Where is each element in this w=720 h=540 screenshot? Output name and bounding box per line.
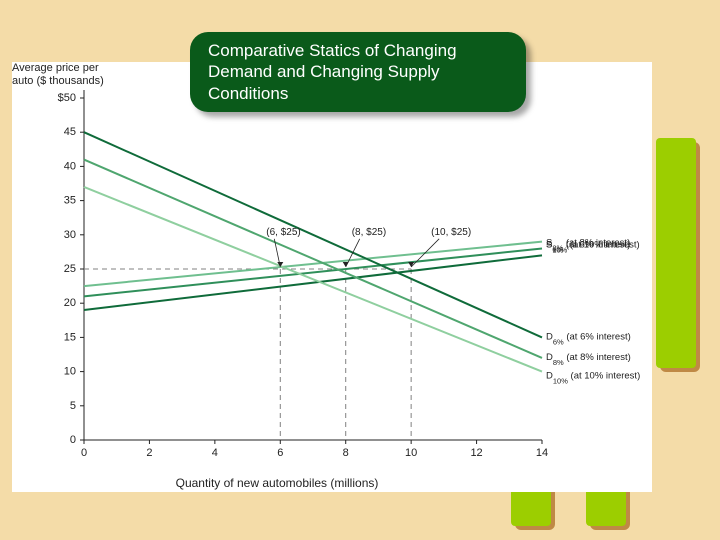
legend-S6: S6% (at 6% interest) [546, 240, 630, 255]
chart-title: Comparative Statics of Changing Demand a… [190, 32, 526, 112]
svg-text:12: 12 [470, 447, 482, 459]
legend-D6: D6% (at 6% interest) [546, 331, 631, 346]
svg-text:20: 20 [64, 297, 76, 309]
legend-D8: D8% (at 8% interest) [546, 352, 631, 367]
svg-text:35: 35 [64, 195, 76, 207]
series-D8 [84, 160, 542, 358]
svg-text:8: 8 [343, 447, 349, 459]
legend-D10: D10% (at 10% interest) [546, 370, 640, 385]
svg-text:5: 5 [70, 400, 76, 412]
svg-text:4: 4 [212, 447, 218, 459]
svg-text:30: 30 [64, 229, 76, 241]
deco-lime-1 [656, 138, 696, 368]
svg-text:14: 14 [536, 447, 548, 459]
callout-0: (6, $25) [266, 227, 300, 238]
svg-text:6: 6 [277, 447, 283, 459]
svg-text:15: 15 [64, 331, 76, 343]
callout-1: (8, $25) [352, 227, 386, 238]
svg-text:45: 45 [64, 126, 76, 138]
svg-text:10: 10 [405, 447, 417, 459]
svg-text:25: 25 [64, 263, 76, 275]
svg-text:$50: $50 [58, 92, 76, 104]
svg-text:0: 0 [81, 447, 87, 459]
callout-2: (10, $25) [431, 227, 471, 238]
series-S8 [84, 248, 542, 296]
chart-panel: Average price per auto ($ thousands) Qua… [12, 62, 652, 492]
chart-svg: 051015202530354045$5002468101214S10% (at… [12, 62, 652, 492]
svg-text:10: 10 [64, 366, 76, 378]
series-D10 [84, 132, 542, 337]
svg-text:2: 2 [146, 447, 152, 459]
svg-text:40: 40 [64, 160, 76, 172]
svg-text:0: 0 [70, 434, 76, 446]
